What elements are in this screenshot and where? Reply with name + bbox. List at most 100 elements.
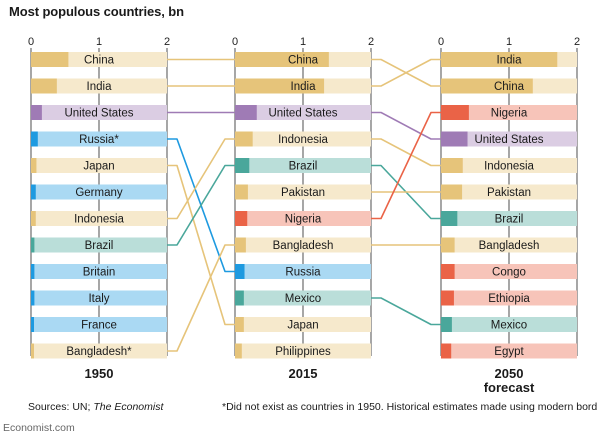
row-bg-2050-united-states xyxy=(441,131,577,147)
connector-1950-2015-indonesia xyxy=(167,138,235,220)
bar-2050-united-states xyxy=(441,131,468,147)
row-bg-1950-brazil xyxy=(31,237,167,253)
bar-1950-brazil xyxy=(31,237,35,253)
bar-1950-italy xyxy=(31,290,35,306)
bar-2015-nigeria xyxy=(235,211,248,226)
country-label-2050-china: China xyxy=(494,81,525,93)
country-label-2050-egypt: Egypt xyxy=(494,346,524,358)
row-bg-1950-indonesia xyxy=(31,211,167,226)
row-bg-1950-russia xyxy=(31,131,167,147)
connector-1950-2015-bangladesh xyxy=(167,244,235,352)
row-bg-2050-bangladesh xyxy=(441,237,577,253)
bar-2050-brazil xyxy=(441,211,458,226)
country-label-1950-india: India xyxy=(87,81,113,93)
country-label-2015-india: India xyxy=(291,81,317,93)
row-bg-1950-britain xyxy=(31,264,167,279)
chart-title: Most populous countries, bn xyxy=(9,4,184,19)
row-bg-1950-italy xyxy=(31,290,167,306)
panel-label-2050: 2050 xyxy=(495,366,524,381)
bar-2015-bangladesh xyxy=(235,237,246,253)
country-label-1950-russia: Russia* xyxy=(79,134,119,146)
bar-2015-india xyxy=(235,78,325,94)
country-label-2050-indonesia: Indonesia xyxy=(484,161,534,173)
country-label-2015-brazil: Brazil xyxy=(289,161,318,173)
sources-note: Sources: UN; The Economist xyxy=(28,401,163,413)
row-bg-2015-pakistan xyxy=(235,184,371,200)
tick-label-1950-0: 0 xyxy=(28,36,34,48)
row-bg-2050-pakistan xyxy=(441,184,577,200)
bar-2015-japan xyxy=(235,317,244,332)
country-label-2015-china: China xyxy=(288,55,319,67)
bar-2015-mexico xyxy=(235,290,244,306)
country-label-2015-mexico: Mexico xyxy=(285,293,321,305)
bar-1950-russia xyxy=(31,131,38,147)
row-bg-2015-indonesia xyxy=(235,131,371,147)
bar-2050-indonesia xyxy=(441,158,463,173)
bar-2015-philippines xyxy=(235,343,242,359)
footnote: *Did not exist as countries in 1950. His… xyxy=(222,401,597,413)
connector-2015-2050-mexico xyxy=(371,297,441,326)
bar-1950-united-states xyxy=(31,105,42,120)
brand-label: Economist.com xyxy=(3,422,75,434)
row-bg-2015-brazil xyxy=(235,158,371,173)
connector-2015-2050-indonesia xyxy=(371,138,441,167)
country-label-1950-indonesia: Indonesia xyxy=(74,214,124,226)
country-label-2050-india: India xyxy=(497,55,523,67)
country-label-1950-brazil: Brazil xyxy=(85,240,114,252)
bar-1950-india xyxy=(31,78,57,94)
row-bg-1950-japan xyxy=(31,158,167,173)
tick-label-2015-1: 1 xyxy=(300,36,306,48)
bar-2050-ethiopia xyxy=(441,290,454,306)
country-label-2050-congo: Congo xyxy=(492,267,526,279)
bar-1950-indonesia xyxy=(31,211,36,226)
country-label-2015-united-states: United States xyxy=(268,108,337,120)
bar-2015-russia xyxy=(235,264,245,279)
row-bg-2015-nigeria xyxy=(235,211,371,226)
row-bg-2050-mexico xyxy=(441,317,577,332)
connector-2015-2050-india xyxy=(371,58,441,87)
row-bg-2015-bangladesh xyxy=(235,237,371,253)
sources-prefix: Sources: UN; xyxy=(28,401,94,413)
bar-1950-japan xyxy=(31,158,37,173)
row-bg-2050-brazil xyxy=(441,211,577,226)
panel-label-2015: 2015 xyxy=(289,366,318,381)
country-label-1950-germany: Germany xyxy=(75,187,123,199)
country-label-2050-bangladesh: Bangladesh xyxy=(479,240,540,252)
bar-1950-britain xyxy=(31,264,35,279)
country-label-2015-russia: Russia xyxy=(285,267,321,279)
country-label-1950-bangladesh: Bangladesh* xyxy=(66,346,132,358)
country-label-1950-britain: Britain xyxy=(83,267,116,279)
tick-label-2015-2: 2 xyxy=(368,36,374,48)
row-bg-1950-bangladesh xyxy=(31,343,167,359)
country-label-2050-nigeria: Nigeria xyxy=(491,108,528,120)
country-label-2015-nigeria: Nigeria xyxy=(285,214,322,226)
bar-2050-india xyxy=(441,52,558,67)
row-bg-2015-united-states xyxy=(235,105,371,120)
country-label-1950-china: China xyxy=(84,55,115,67)
country-label-2050-pakistan: Pakistan xyxy=(487,187,531,199)
bar-1950-france xyxy=(31,317,34,332)
country-label-2015-pakistan: Pakistan xyxy=(281,187,325,199)
bar-2050-pakistan xyxy=(441,184,463,200)
connector-2015-2050-united-states xyxy=(371,111,441,140)
country-label-2015-japan: Japan xyxy=(287,320,318,332)
bar-2050-nigeria xyxy=(441,105,469,120)
bar-2015-indonesia xyxy=(235,131,253,147)
country-label-1950-united-states: United States xyxy=(64,108,133,120)
bar-2015-china xyxy=(235,52,329,67)
country-label-2050-united-states: United States xyxy=(474,134,543,146)
bar-2050-mexico xyxy=(441,317,452,332)
bar-1950-china xyxy=(31,52,69,67)
bar-2050-egypt xyxy=(441,343,452,359)
row-bg-2050-congo xyxy=(441,264,577,279)
panel-label-1950: 1950 xyxy=(85,366,114,381)
population-rank-chart: 0 1 2 China India United States Russia* Japan Ge… xyxy=(28,36,580,395)
row-bg-2015-mexico xyxy=(235,290,371,306)
connector-1950-2015-brazil xyxy=(167,164,235,246)
row-bg-2050-nigeria xyxy=(441,105,577,120)
country-label-2050-mexico: Mexico xyxy=(491,320,527,332)
row-bg-1950-india xyxy=(31,78,167,94)
country-label-2015-indonesia: Indonesia xyxy=(278,134,328,146)
tick-label-1950-1: 1 xyxy=(96,36,102,48)
tick-label-2050-1: 1 xyxy=(506,36,512,48)
